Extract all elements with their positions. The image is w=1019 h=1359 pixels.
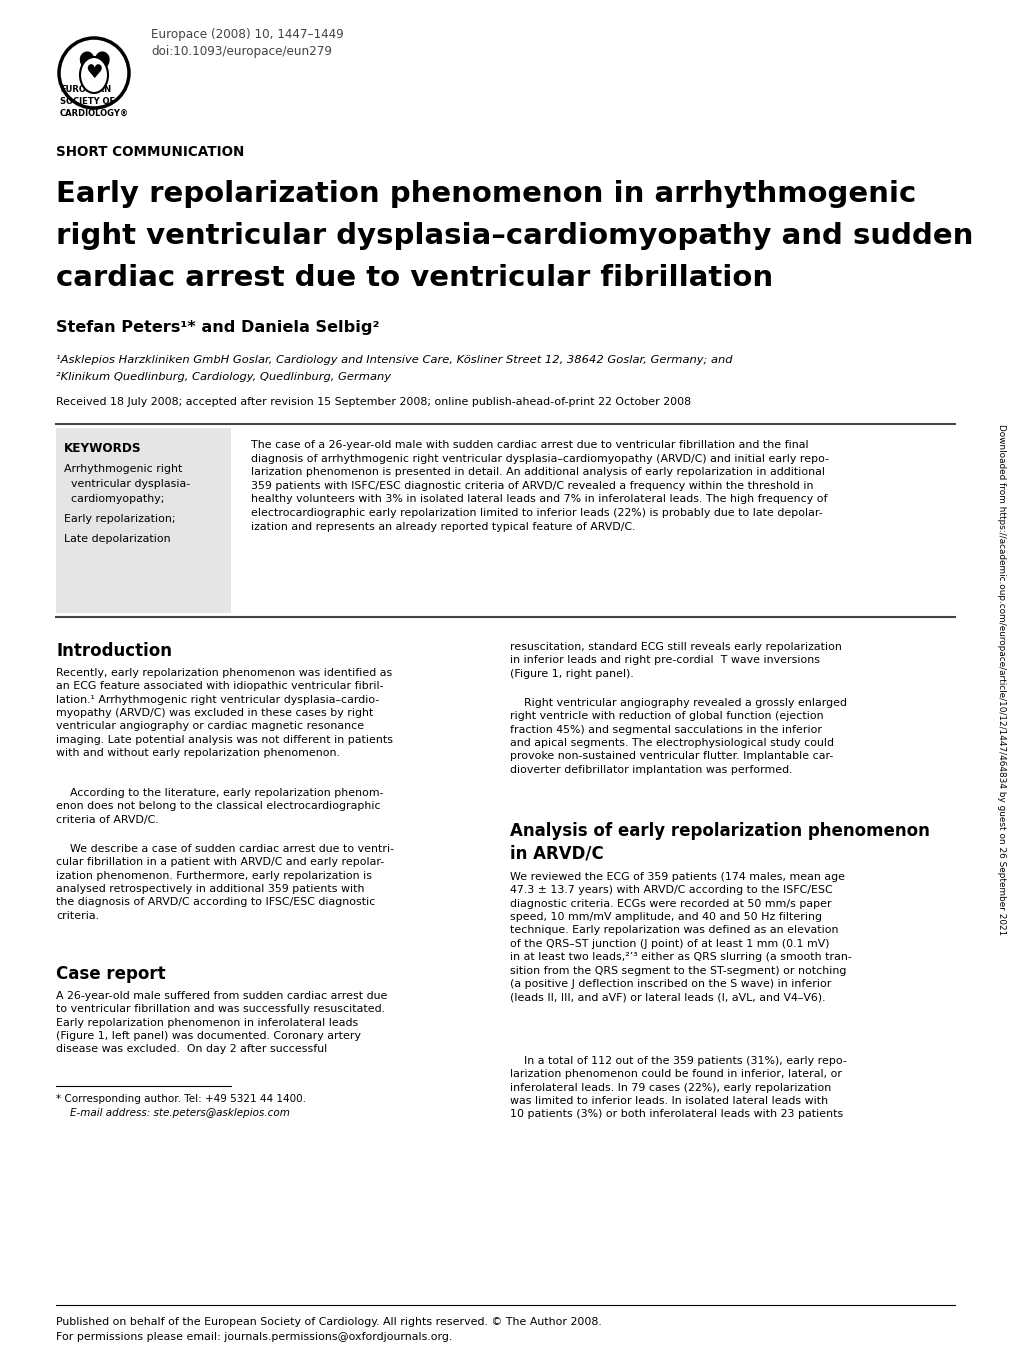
Text: Europace (2008) 10, 1447–1449: Europace (2008) 10, 1447–1449 bbox=[151, 29, 343, 41]
Text: Analysis of early repolarization phenomenon: Analysis of early repolarization phenome… bbox=[510, 822, 929, 840]
Text: ventricular dysplasia-: ventricular dysplasia- bbox=[64, 478, 191, 489]
Text: right ventricular dysplasia–cardiomyopathy and sudden: right ventricular dysplasia–cardiomyopat… bbox=[56, 222, 972, 250]
Bar bbox=[56, 428, 230, 613]
Text: Early repolarization;: Early repolarization; bbox=[64, 514, 175, 525]
Text: In a total of 112 out of the 359 patients (31%), early repo-
larization phenomen: In a total of 112 out of the 359 patient… bbox=[510, 1056, 846, 1120]
Text: ¹Asklepios Harzkliniken GmbH Goslar, Cardiology and Intensive Care, Kösliner Str: ¹Asklepios Harzkliniken GmbH Goslar, Car… bbox=[56, 355, 732, 366]
Ellipse shape bbox=[79, 57, 108, 92]
Text: Published on behalf of the European Society of Cardiology. All rights reserved. : Published on behalf of the European Soci… bbox=[56, 1317, 601, 1326]
Text: SOCIETY OF: SOCIETY OF bbox=[60, 96, 115, 106]
Text: Introduction: Introduction bbox=[56, 641, 172, 660]
Text: We reviewed the ECG of 359 patients (174 males, mean age
47.3 ± 13.7 years) with: We reviewed the ECG of 359 patients (174… bbox=[510, 872, 851, 1002]
Text: in ARVD/C: in ARVD/C bbox=[510, 844, 603, 862]
Text: Received 18 July 2008; accepted after revision 15 September 2008; online publish: Received 18 July 2008; accepted after re… bbox=[56, 397, 691, 406]
Text: doi:10.1093/europace/eun279: doi:10.1093/europace/eun279 bbox=[151, 45, 331, 58]
Text: Early repolarization phenomenon in arrhythmogenic: Early repolarization phenomenon in arrhy… bbox=[56, 179, 915, 208]
Text: Right ventricular angiography revealed a grossly enlarged
right ventricle with r: Right ventricular angiography revealed a… bbox=[510, 699, 846, 775]
Text: Late depolarization: Late depolarization bbox=[64, 534, 170, 544]
Text: We describe a case of sudden cardiac arrest due to ventri-
cular fibrillation in: We describe a case of sudden cardiac arr… bbox=[56, 844, 393, 921]
Text: ♥: ♥ bbox=[75, 49, 112, 91]
Text: CARDIOLOGY®: CARDIOLOGY® bbox=[60, 109, 129, 118]
Text: Stefan Peters¹* and Daniela Selbig²: Stefan Peters¹* and Daniela Selbig² bbox=[56, 319, 379, 336]
Text: E-mail address: ste.peters@asklepios.com: E-mail address: ste.peters@asklepios.com bbox=[70, 1108, 289, 1118]
Text: resuscitation, standard ECG still reveals early repolarization
in inferior leads: resuscitation, standard ECG still reveal… bbox=[510, 641, 841, 678]
Text: The case of a 26-year-old male with sudden cardiac arrest due to ventricular fib: The case of a 26-year-old male with sudd… bbox=[251, 440, 828, 531]
Text: cardiomyopathy;: cardiomyopathy; bbox=[64, 495, 164, 504]
Text: Case report: Case report bbox=[56, 965, 165, 983]
Text: KEYWORDS: KEYWORDS bbox=[64, 442, 142, 455]
Text: For permissions please email: journals.permissions@oxfordjournals.org.: For permissions please email: journals.p… bbox=[56, 1332, 451, 1341]
Text: According to the literature, early repolarization phenom-
enon does not belong t: According to the literature, early repol… bbox=[56, 788, 383, 825]
Text: SHORT COMMUNICATION: SHORT COMMUNICATION bbox=[56, 145, 245, 159]
Text: Recently, early repolarization phenomenon was identified as
an ECG feature assoc: Recently, early repolarization phenomeno… bbox=[56, 669, 392, 758]
Text: A 26-year-old male suffered from sudden cardiac arrest due
to ventricular fibril: A 26-year-old male suffered from sudden … bbox=[56, 991, 387, 1055]
Text: ²Klinikum Quedlinburg, Cardiology, Quedlinburg, Germany: ²Klinikum Quedlinburg, Cardiology, Quedl… bbox=[56, 372, 390, 382]
Text: Arrhythmogenic right: Arrhythmogenic right bbox=[64, 463, 182, 474]
Text: * Corresponding author. Tel: +49 5321 44 1400.: * Corresponding author. Tel: +49 5321 44… bbox=[56, 1094, 306, 1104]
Text: Downloaded from https://academic.oup.com/europace/article/10/12/1447/464834 by g: Downloaded from https://academic.oup.com… bbox=[997, 424, 1006, 935]
Text: ♥: ♥ bbox=[86, 64, 103, 83]
Text: EUROPEAN: EUROPEAN bbox=[60, 86, 111, 94]
Text: cardiac arrest due to ventricular fibrillation: cardiac arrest due to ventricular fibril… bbox=[56, 264, 772, 292]
